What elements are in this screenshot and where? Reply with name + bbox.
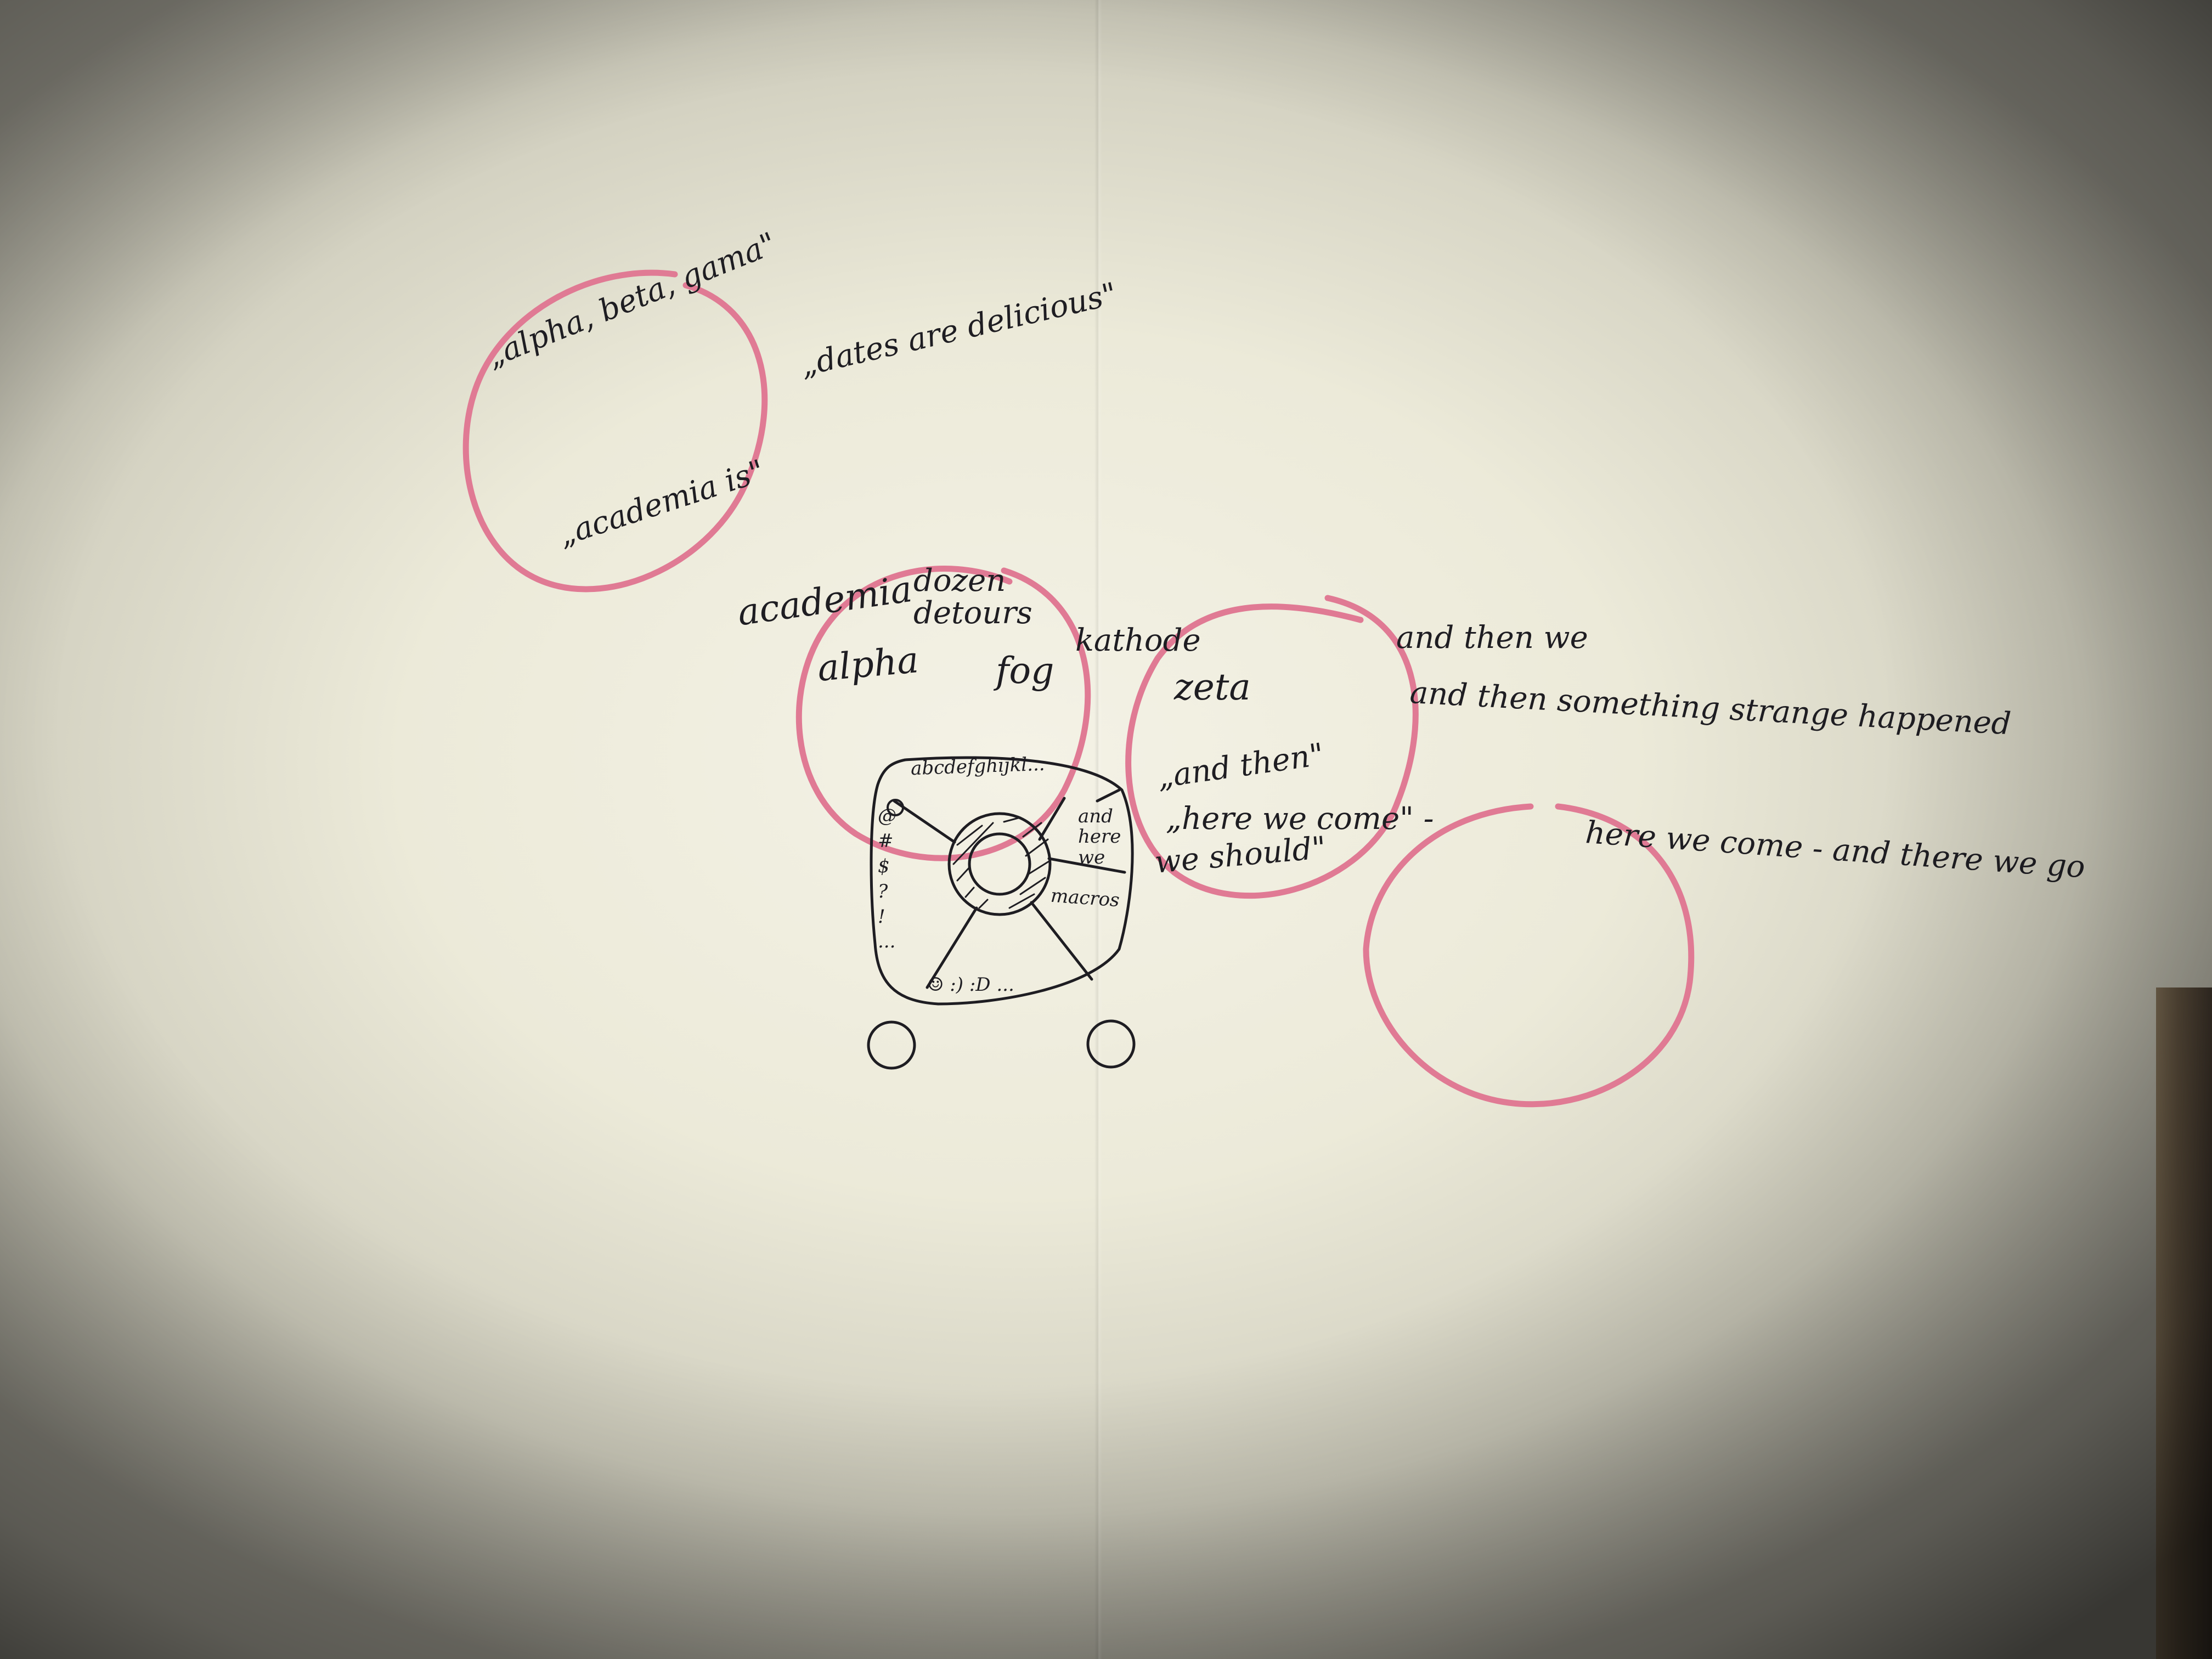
wheel-emoticons: ☺ :) :D ... xyxy=(927,974,1014,996)
wheel-hub xyxy=(968,832,1031,896)
note-kathode: kathode xyxy=(1075,623,1201,658)
button-circle-left xyxy=(867,1020,916,1070)
note-dozen-detours: dozen detours xyxy=(913,563,1032,631)
wheel-left-symbols: @ # $ ? ! ... xyxy=(878,805,896,953)
wheel-segment-phrase: and here we xyxy=(1078,805,1121,868)
note-fog: fog xyxy=(996,650,1054,692)
spoke-6 xyxy=(1096,788,1121,803)
wheel-segment-macros: macros xyxy=(1049,884,1120,912)
spoke-4 xyxy=(1030,901,1093,981)
note-alpha: alpha xyxy=(815,639,921,690)
radial-keyboard-sketch xyxy=(867,756,1136,1070)
wheel-alphabet: abcdefghijkl... xyxy=(910,753,1046,780)
note-here-we-come-quote: „here we come" - xyxy=(1166,801,1434,837)
button-circle-right xyxy=(1086,1019,1136,1069)
wheel-outline xyxy=(870,756,1134,1006)
note-zeta: zeta xyxy=(1174,666,1251,708)
note-and-then-we: and then we xyxy=(1396,620,1588,656)
